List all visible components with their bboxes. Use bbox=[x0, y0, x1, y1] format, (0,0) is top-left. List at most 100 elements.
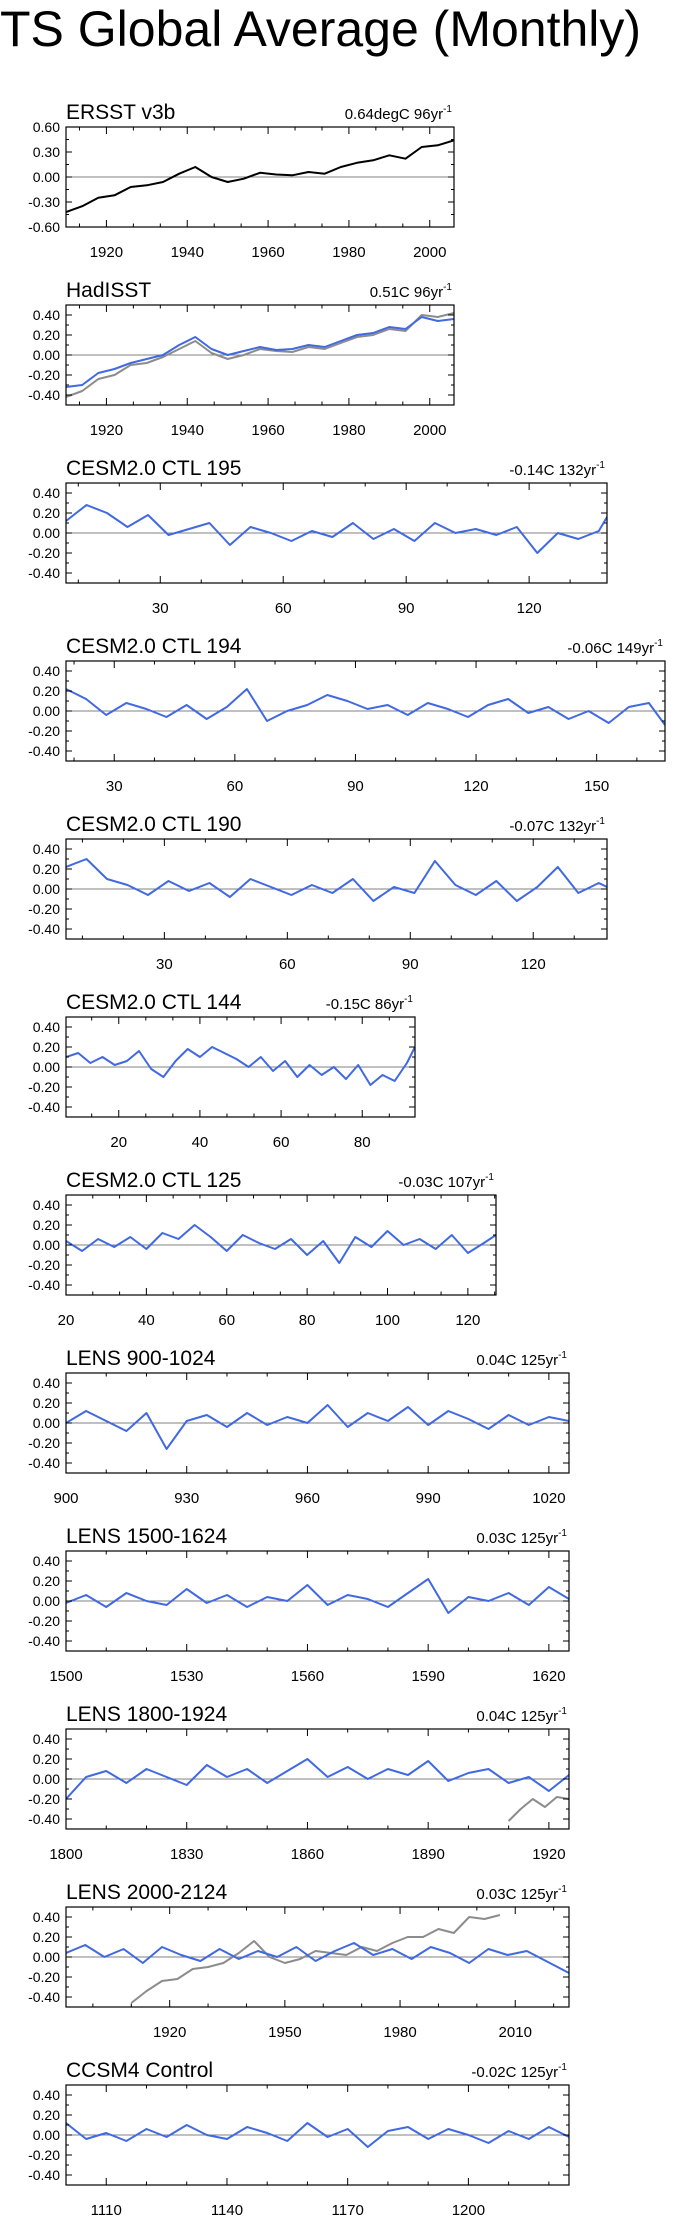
series-line bbox=[66, 504, 607, 554]
y-tick-label: -0.60 bbox=[28, 219, 60, 235]
trend-label: 0.04C 125yr-1 bbox=[476, 1350, 567, 1369]
x-tick-label: 60 bbox=[227, 778, 244, 795]
series-line bbox=[66, 1758, 569, 1800]
chart-title: CESM2.0 CTL 190 bbox=[66, 813, 241, 836]
observed-series-line bbox=[507, 1796, 569, 1822]
y-tick-label: -0.20 bbox=[28, 367, 60, 383]
y-tick-label: -0.20 bbox=[28, 1613, 60, 1629]
x-tick-label: 60 bbox=[273, 1134, 290, 1151]
y-tick-label: 0.20 bbox=[33, 2107, 60, 2123]
trend-label: 0.04C 125yr-1 bbox=[476, 1706, 567, 1725]
chart-panel: CESM2.0 CTL 195 -0.14C 132yr-1 -0.40 -0.20 0… bbox=[28, 457, 608, 617]
y-tick-label: -0.40 bbox=[28, 1989, 60, 2005]
y-tick-label: -0.20 bbox=[28, 1791, 60, 1807]
y-tick-label: -0.40 bbox=[28, 565, 60, 581]
y-tick-label: -0.40 bbox=[28, 743, 60, 759]
x-tick-label: 1110 bbox=[91, 2202, 122, 2217]
y-tick-label: 0.40 bbox=[33, 2087, 60, 2103]
x-tick-label: 60 bbox=[279, 956, 296, 973]
chart-panel: CESM2.0 CTL 125 -0.03C 107yr-1 -0.40 -0.20 0… bbox=[28, 1169, 497, 1329]
series-line bbox=[66, 1224, 496, 1264]
trend-label: -0.07C 132yr-1 bbox=[509, 816, 605, 835]
chart-panel: CESM2.0 CTL 190 -0.07C 132yr-1 -0.40 -0.20 0… bbox=[28, 813, 608, 973]
trend-label: -0.15C 86yr-1 bbox=[326, 994, 414, 1013]
x-tick-label: 2000 bbox=[413, 422, 446, 439]
y-tick-label: 0.00 bbox=[33, 1237, 60, 1253]
series-line bbox=[66, 1404, 569, 1450]
x-tick-label: 1500 bbox=[49, 1668, 82, 1685]
observed-series-line bbox=[130, 1914, 501, 2004]
trend-value: -0.07C 132yr bbox=[509, 818, 596, 835]
series-line bbox=[66, 2122, 569, 2148]
chart-title: CESM2.0 CTL 194 bbox=[66, 635, 242, 658]
y-tick-label: -0.20 bbox=[28, 901, 60, 917]
y-tick-label: 0.00 bbox=[33, 169, 60, 185]
y-tick-label: -0.30 bbox=[28, 194, 60, 210]
trend-value: 0.03C 125yr bbox=[476, 1530, 558, 1547]
chart-title: LENS 1800-1924 bbox=[66, 1703, 227, 1726]
trend-value: -0.06C 149yr bbox=[567, 640, 654, 657]
trend-label: 0.03C 125yr-1 bbox=[476, 1884, 567, 1903]
y-tick-label: 0.20 bbox=[33, 1751, 60, 1767]
x-tick-label: 1920 bbox=[153, 2024, 186, 2041]
x-tick-label: 60 bbox=[275, 600, 292, 617]
trend-label: -0.14C 132yr-1 bbox=[509, 460, 605, 479]
y-tick-label: 0.00 bbox=[33, 2127, 60, 2143]
x-tick-label: 2010 bbox=[499, 2024, 532, 2041]
trend-exponent: -1 bbox=[596, 460, 605, 471]
x-tick-label: 1960 bbox=[251, 422, 284, 439]
x-tick-label: 30 bbox=[152, 600, 169, 617]
y-tick-label: -0.40 bbox=[28, 1277, 60, 1293]
x-tick-label: 1860 bbox=[291, 1846, 324, 1863]
y-tick-label: -0.20 bbox=[28, 1079, 60, 1095]
x-tick-label: 1960 bbox=[251, 244, 284, 261]
trend-value: -0.03C 107yr bbox=[398, 1174, 485, 1191]
chart-title: CCSM4 Control bbox=[66, 2059, 213, 2082]
x-tick-label: 990 bbox=[416, 1490, 441, 1507]
trend-exponent: -1 bbox=[558, 1528, 567, 1539]
x-tick-label: 20 bbox=[110, 1134, 127, 1151]
x-tick-label: 80 bbox=[354, 1134, 371, 1151]
y-tick-label: 0.40 bbox=[33, 841, 60, 857]
series-line bbox=[66, 1046, 415, 1086]
y-tick-label: -0.20 bbox=[28, 723, 60, 739]
series-line bbox=[66, 858, 607, 902]
x-tick-label: 1020 bbox=[532, 1490, 565, 1507]
x-tick-label: 30 bbox=[106, 778, 123, 795]
y-tick-label: -0.40 bbox=[28, 1455, 60, 1471]
x-tick-label: 960 bbox=[295, 1490, 320, 1507]
y-tick-label: 0.40 bbox=[33, 1553, 60, 1569]
trend-label: -0.02C 125yr-1 bbox=[471, 2062, 567, 2081]
series-line bbox=[66, 1578, 569, 1614]
x-tick-label: 90 bbox=[398, 600, 415, 617]
x-tick-label: 150 bbox=[584, 778, 609, 795]
y-tick-label: -0.40 bbox=[28, 387, 60, 403]
trend-value: -0.15C 86yr bbox=[326, 996, 404, 1013]
trend-label: -0.03C 107yr-1 bbox=[398, 1172, 494, 1191]
x-tick-label: 120 bbox=[464, 778, 489, 795]
y-tick-label: 0.40 bbox=[33, 1375, 60, 1391]
observed-series-line bbox=[66, 312, 454, 398]
x-tick-label: 1530 bbox=[170, 1668, 203, 1685]
x-tick-label: 1890 bbox=[411, 1846, 444, 1863]
trend-exponent: -1 bbox=[558, 1350, 567, 1361]
x-tick-label: 1940 bbox=[171, 244, 204, 261]
y-tick-label: -0.20 bbox=[28, 2147, 60, 2163]
y-tick-label: 0.40 bbox=[33, 1731, 60, 1747]
y-tick-label: 0.00 bbox=[33, 1059, 60, 1075]
y-tick-label: 0.20 bbox=[33, 683, 60, 699]
trend-label: 0.51C 96yr-1 bbox=[370, 282, 453, 301]
y-tick-label: -0.20 bbox=[28, 1969, 60, 1985]
x-tick-label: 1200 bbox=[452, 2202, 485, 2217]
x-tick-label: 1980 bbox=[332, 244, 365, 261]
x-tick-label: 930 bbox=[174, 1490, 199, 1507]
chart-panel: CESM2.0 CTL 194 -0.06C 149yr-1 -0.40 -0.20 0… bbox=[28, 635, 666, 795]
y-tick-label: -0.40 bbox=[28, 1633, 60, 1649]
series-line bbox=[66, 316, 454, 388]
trend-exponent: -1 bbox=[558, 1706, 567, 1717]
page-title: TS Global Average (Monthly) bbox=[0, 1, 642, 57]
y-tick-label: -0.20 bbox=[28, 545, 60, 561]
y-tick-label: 0.00 bbox=[33, 1415, 60, 1431]
chart-title: HadISST bbox=[66, 279, 151, 302]
chart-panel: LENS 1800-1924 0.04C 125yr-1 -0.40 -0.20 0.0… bbox=[28, 1703, 570, 1863]
